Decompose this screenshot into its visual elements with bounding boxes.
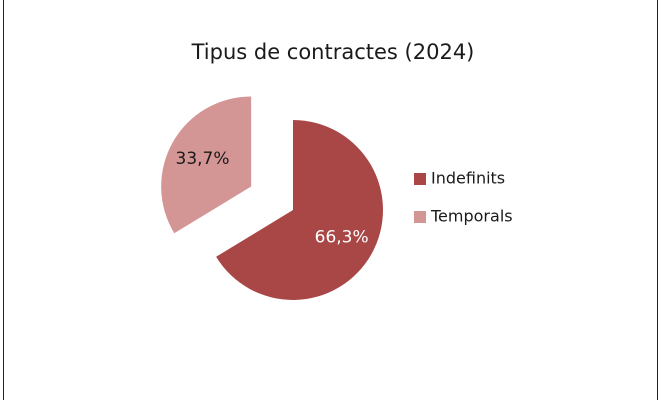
legend-label: Temporals: [430, 207, 513, 226]
legend-swatch: [414, 211, 426, 223]
chart-title: Tipus de contractes (2024): [191, 40, 475, 64]
pie-slice: [216, 120, 383, 301]
legend-label: Indefinits: [431, 169, 505, 188]
data-label: 33,7%: [176, 149, 230, 169]
data-label: 66,3%: [315, 227, 369, 247]
legend-swatch: [414, 173, 426, 185]
pie-slice: [161, 96, 252, 234]
